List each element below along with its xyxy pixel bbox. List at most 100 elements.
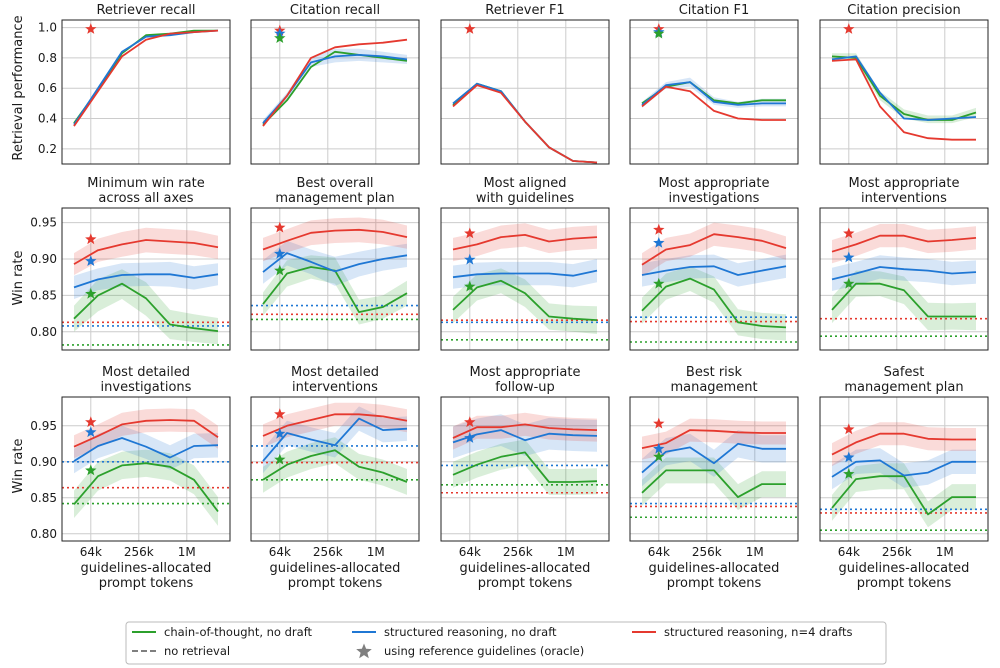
x-axis-label: guidelines-allocated [649, 561, 780, 576]
ci-band-struct [642, 430, 786, 487]
series-line-struct [641, 442, 786, 474]
oracle-star-struct [653, 237, 665, 248]
legend-label-struct: structured reasoning, no draft [384, 625, 557, 639]
panel-title: follow-up [495, 380, 555, 395]
series-line-struct [262, 54, 408, 124]
panel-title: management [670, 380, 757, 395]
y-tick-label: 0.85 [30, 491, 57, 505]
ci-band-cot [74, 449, 218, 526]
series-line-struct [641, 81, 786, 106]
panel-title: Best overall [296, 176, 373, 191]
series-line-struct [262, 417, 408, 462]
legend-box [125, 621, 887, 665]
x-tick-label: 64k [648, 545, 670, 559]
ci-band-draft [453, 412, 597, 450]
series-line-cot [452, 279, 598, 321]
x-tick-label: 64k [459, 545, 481, 559]
panel-0-0: Retriever recall 0.2 0.4 0.6 0.8 1.0 [38, 3, 231, 165]
panel-frame [440, 396, 610, 542]
panel-title: interventions [861, 191, 947, 206]
panel-title: Most appropriate [470, 365, 581, 380]
panel-title: Citation precision [847, 3, 960, 18]
y-tick-label: 0.80 [30, 325, 57, 339]
oracle-star-struct [843, 451, 855, 463]
panel-title: management plan [275, 191, 394, 206]
ci-band-cot [832, 270, 976, 331]
legend-star-icon [356, 643, 372, 659]
panel-title: Retriever F1 [485, 3, 564, 18]
series-line-draft [641, 85, 786, 121]
panel-frame [61, 19, 231, 165]
oracle-star-draft [843, 227, 855, 239]
series-line-cot [262, 449, 408, 483]
y-tick-label: 1.0 [38, 21, 57, 35]
x-tick-label: 1M [178, 545, 196, 559]
oracle-star-draft [464, 416, 476, 428]
row0-ylabel: Retrieval performance [11, 15, 26, 160]
legend-label-draft: structured reasoning, n=4 drafts [664, 625, 852, 639]
panel-title: Citation recall [290, 3, 380, 18]
panel-frame [61, 207, 231, 351]
panel-title: management plan [844, 380, 963, 395]
panel-title: Best risk [686, 365, 743, 380]
x-axis-label: prompt tokens [667, 576, 762, 591]
series-line-draft [452, 423, 598, 439]
y-tick-label: 0.90 [30, 455, 57, 469]
series-line-draft [831, 432, 976, 456]
panel-title: Most appropriate [849, 176, 960, 191]
oracle-star-struct [843, 251, 855, 263]
series-line-struct [831, 55, 977, 121]
x-tick-label: 64k [80, 545, 102, 559]
legend-label-no-retrieval: no retrieval [164, 644, 230, 658]
series-line-draft [452, 233, 598, 251]
series-line-draft [641, 429, 786, 449]
y-tick-label: 0.80 [30, 527, 57, 541]
ci-band-struct [74, 261, 218, 299]
x-axis-label: guidelines-allocated [81, 561, 212, 576]
series-line-draft [262, 413, 408, 437]
series-line-cot [73, 282, 219, 332]
ci-band-struct [263, 406, 407, 474]
series-line-struct [452, 429, 598, 444]
series-line-draft [73, 29, 219, 127]
panel-title: Retriever recall [96, 3, 195, 18]
ci-band-cot [453, 439, 597, 495]
ci-band-struct [642, 254, 786, 287]
series-line-cot [641, 277, 787, 329]
series-line-struct [73, 29, 219, 126]
oracle-star-struct [653, 442, 665, 454]
panel-frame [440, 207, 610, 351]
series-line-struct [452, 269, 598, 279]
panel-title: investigations [101, 380, 192, 395]
oracle-star-struct [464, 253, 476, 265]
panel-0-2: Retriever F1 [440, 3, 610, 165]
oracle-star-cot [274, 32, 286, 43]
oracle-star-struct [464, 432, 476, 443]
x-tick-label: 256k [692, 545, 722, 559]
panel-0-3: Citation F1 [629, 3, 799, 165]
series-line-draft [831, 234, 977, 253]
ci-band-struct [453, 414, 597, 459]
panel-frame [250, 207, 420, 351]
oracle-star-cot [85, 287, 97, 299]
series-line-draft [262, 228, 408, 251]
panel-0-4: Citation precision [819, 3, 989, 165]
panel-title: Most detailed [102, 365, 190, 380]
series-line-struct [831, 459, 976, 478]
series-line-struct [73, 437, 219, 462]
oracle-star-cot [843, 277, 855, 289]
x-tick-label: 256k [313, 545, 343, 559]
series-line-cot [262, 50, 408, 126]
x-tick-label: 1M [367, 545, 385, 559]
y-tick-label: 0.90 [30, 252, 57, 266]
oracle-star-cot [85, 464, 97, 476]
series-line-struct [452, 82, 598, 164]
ci-band-struct [263, 48, 407, 127]
oracle-star-draft [274, 408, 286, 420]
x-tick-label: 256k [503, 545, 533, 559]
